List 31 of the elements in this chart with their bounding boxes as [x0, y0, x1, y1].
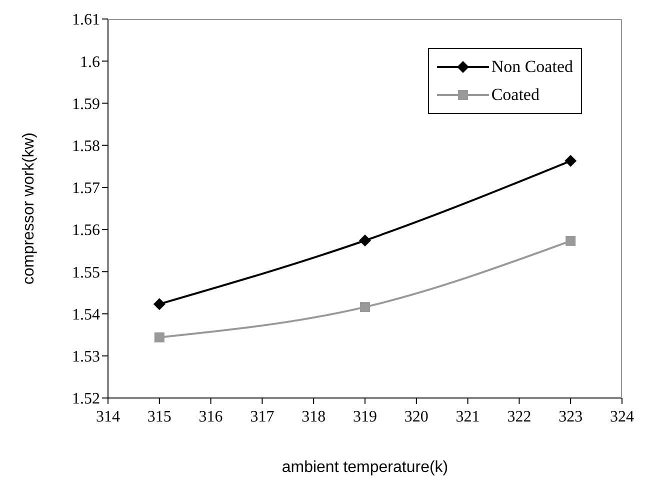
- point: [360, 302, 370, 312]
- x-tick-label: 319: [353, 408, 377, 426]
- x-axis-title: ambient temperature(k): [282, 459, 448, 476]
- x-tick-label: 315: [147, 408, 172, 426]
- y-tick-label: 1.57: [72, 180, 100, 198]
- point: [154, 332, 164, 342]
- y-tick-label: 1.55: [72, 264, 100, 282]
- x-tick-label: 314: [96, 408, 120, 426]
- x-tick-label: 323: [558, 408, 583, 426]
- y-tick-label: 1.58: [72, 138, 100, 156]
- y-tick-label: 1.54: [72, 306, 100, 324]
- x-tick-label: 316: [198, 408, 223, 426]
- point: [564, 154, 577, 167]
- legend-label: Non Coated: [491, 57, 573, 77]
- x-tick-label: 317: [250, 408, 274, 426]
- y-axis-title: compressor work(kw): [20, 132, 38, 285]
- legend-label: Coated: [491, 85, 540, 105]
- x-tick-label: 324: [610, 408, 634, 426]
- y-tick-label: 1.52: [72, 390, 100, 408]
- x-tick-label: 320: [404, 408, 428, 426]
- x-tick-label: 318: [302, 408, 326, 426]
- y-tick-label: 1.59: [72, 96, 100, 113]
- y-tick-label: 1.61: [72, 12, 100, 29]
- point: [153, 298, 166, 310]
- x-tick-label: 322: [507, 408, 532, 426]
- y-tick-label: 1.53: [72, 348, 100, 366]
- y-tick-label: 1.56: [72, 222, 100, 240]
- point: [359, 234, 371, 247]
- x-tick-label: 321: [456, 408, 480, 426]
- point: [566, 236, 576, 246]
- y-tick-label: 1.6: [80, 54, 100, 71]
